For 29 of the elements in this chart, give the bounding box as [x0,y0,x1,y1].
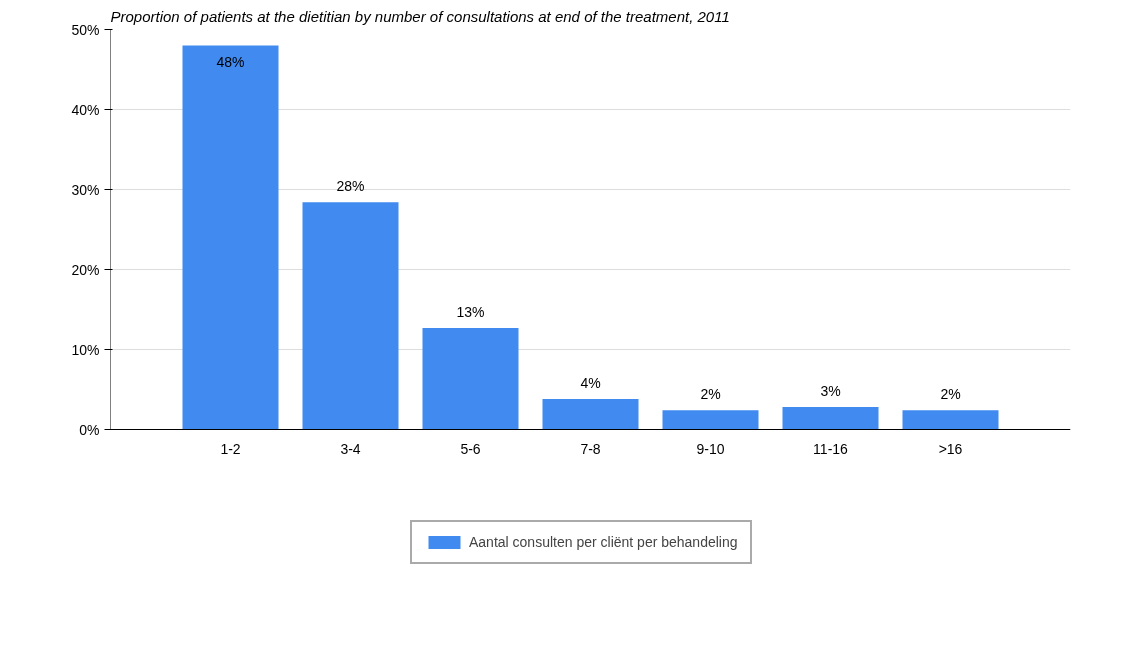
y-tick-label: 20% [71,261,100,278]
data-label: 2% [700,386,721,403]
y-tick-label: 10% [71,341,100,358]
data-label: 28% [336,178,365,195]
bar [782,407,879,430]
bar [182,45,279,430]
x-tick-label: 3-4 [340,440,361,457]
data-label: 3% [820,383,841,400]
bar [662,410,759,430]
data-label: 2% [940,386,961,403]
data-label: 13% [456,303,485,320]
y-tick-label: 50% [71,21,100,38]
x-tick-label: 7-8 [580,440,601,457]
chart-title: Proportion of patients at the dietitian by number of consultations at end of the treatment, 2011 [110,7,730,25]
data-label: 48% [216,53,245,70]
y-tick-label: 30% [71,181,100,198]
bar [902,410,999,430]
x-tick-label: 11-16 [813,440,849,457]
x-tick-label: 5-6 [460,440,481,457]
bar [422,327,519,430]
data-label: 4% [580,375,601,392]
bar [542,399,639,430]
y-tick-label: 0% [79,421,100,438]
y-tick-label: 40% [71,101,100,118]
legend-label: Aantal consulten per cliënt per behandeling [469,534,738,550]
x-tick-label: >16 [938,440,963,457]
x-tick-label: 9-10 [696,440,725,457]
bar [302,202,399,430]
x-tick-label: 1-2 [220,440,241,457]
